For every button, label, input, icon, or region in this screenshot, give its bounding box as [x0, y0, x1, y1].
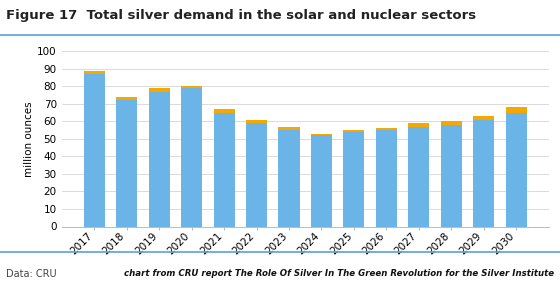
- Legend: Solar, Nuclear: Solar, Nuclear: [250, 298, 361, 302]
- Bar: [278, 127, 300, 130]
- Bar: [441, 125, 462, 226]
- Bar: [311, 134, 332, 135]
- Bar: [246, 123, 267, 226]
- Bar: [246, 120, 267, 123]
- Bar: [213, 109, 235, 113]
- Bar: [84, 74, 105, 226]
- Bar: [408, 123, 430, 127]
- Bar: [84, 71, 105, 74]
- Y-axis label: million ounces: million ounces: [24, 101, 34, 177]
- Bar: [473, 116, 494, 120]
- Bar: [278, 130, 300, 226]
- Bar: [343, 132, 365, 226]
- Bar: [148, 92, 170, 226]
- Bar: [311, 135, 332, 226]
- Bar: [181, 88, 202, 226]
- Bar: [376, 128, 397, 130]
- Bar: [181, 86, 202, 88]
- Bar: [116, 97, 137, 100]
- Bar: [408, 127, 430, 226]
- Bar: [213, 113, 235, 226]
- Text: Figure 17  Total silver demand in the solar and nuclear sectors: Figure 17 Total silver demand in the sol…: [6, 9, 476, 22]
- Bar: [148, 88, 170, 92]
- Bar: [473, 120, 494, 226]
- Bar: [506, 108, 526, 113]
- Text: chart from CRU report The Role Of Silver In The Green Revolution for the Silver : chart from CRU report The Role Of Silver…: [124, 269, 554, 278]
- Bar: [376, 130, 397, 226]
- Text: Data: CRU: Data: CRU: [6, 269, 56, 279]
- Bar: [343, 130, 365, 132]
- Bar: [116, 100, 137, 226]
- Bar: [441, 121, 462, 125]
- Bar: [506, 113, 526, 226]
